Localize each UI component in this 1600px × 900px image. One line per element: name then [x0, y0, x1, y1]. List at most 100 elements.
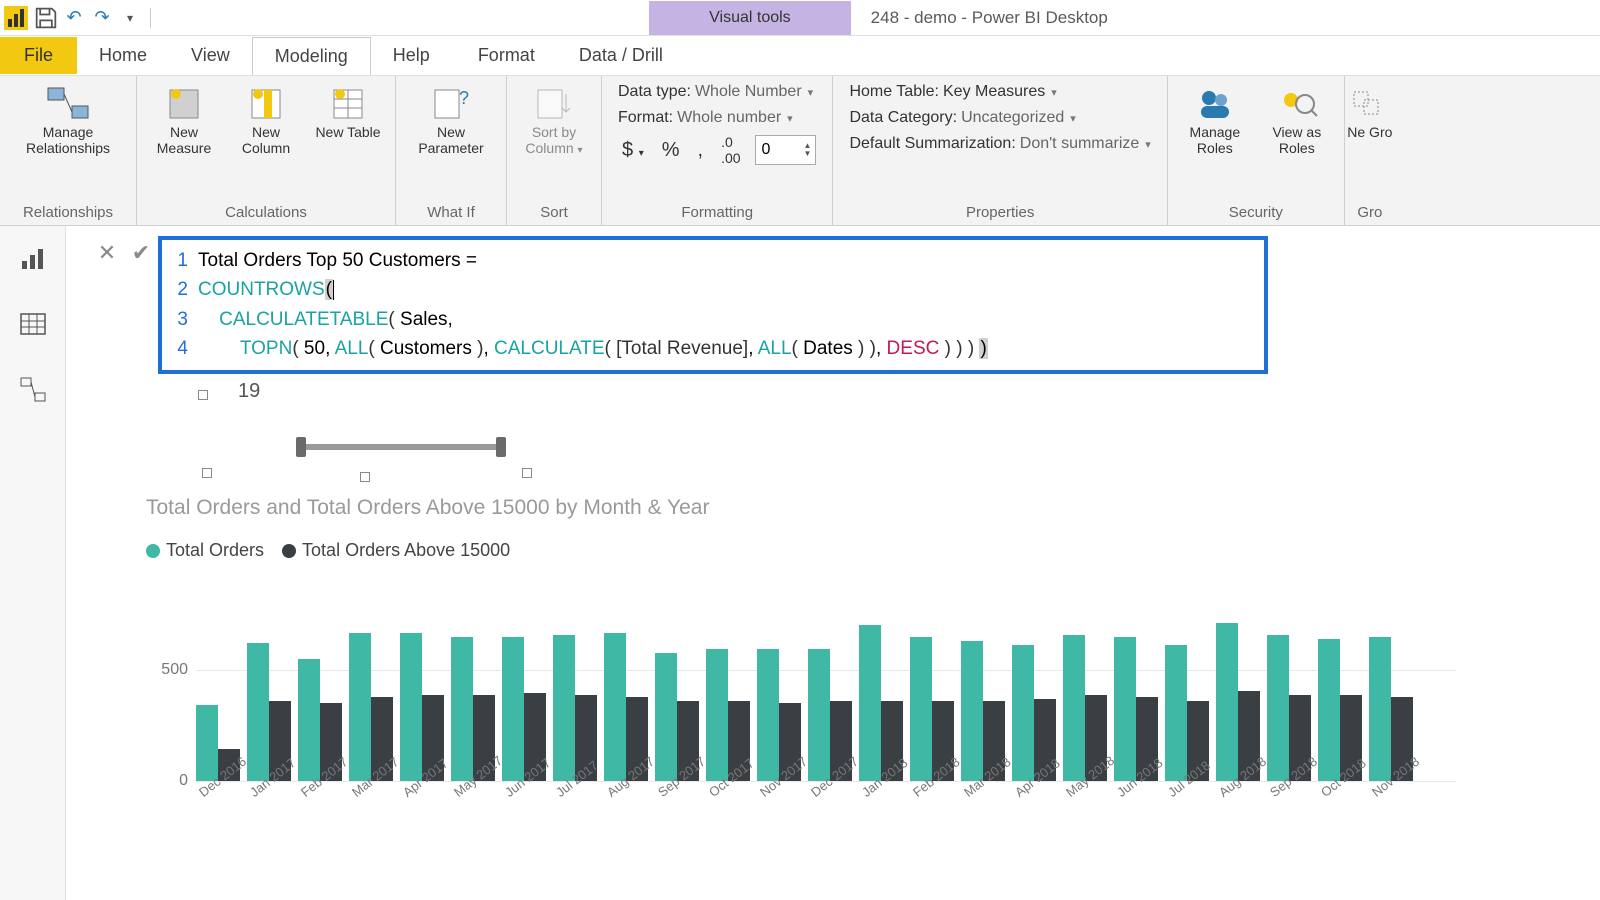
- decimals-spinner[interactable]: ▲▼: [755, 135, 817, 165]
- tab-view[interactable]: View: [169, 37, 252, 74]
- currency-button[interactable]: $ ▾: [618, 137, 648, 164]
- slider-track[interactable]: [296, 444, 506, 450]
- new-measure-label: New Measure: [147, 124, 221, 156]
- group-icon: [1348, 84, 1392, 122]
- home-table-dropdown[interactable]: Home Table:Key Measures▾: [841, 80, 1158, 104]
- tab-home[interactable]: Home: [77, 37, 169, 74]
- slicer-value: 19: [238, 380, 260, 403]
- group-label-calculations: Calculations: [225, 202, 307, 225]
- view-roles-icon: [1275, 84, 1319, 122]
- tab-format[interactable]: Format: [456, 37, 557, 74]
- chart-title: Total Orders and Total Orders Above 1500…: [146, 496, 1506, 520]
- slider-thumb-right[interactable]: [496, 437, 506, 457]
- group-label-whatif: What If: [427, 202, 475, 225]
- chart-bars: [196, 581, 1413, 781]
- formula-commit-icon[interactable]: ✔: [124, 236, 158, 270]
- roles-icon: [1193, 84, 1237, 122]
- new-table-label: New Table: [315, 124, 380, 140]
- group-formatting: Data type:Whole Number▾ Format:Whole num…: [602, 76, 833, 225]
- tab-file[interactable]: File: [0, 37, 77, 74]
- window-title: 248 - demo - Power BI Desktop: [871, 8, 1108, 28]
- group-label-properties: Properties: [966, 202, 1034, 225]
- new-group-label: Ne Gro: [1347, 124, 1392, 140]
- view-as-roles-label: View as Roles: [1260, 124, 1334, 156]
- chart-plot-area: 0500 Dec 2016Jan 2017Feb 2017Mar 2017Apr…: [196, 581, 1456, 781]
- separator: [150, 8, 151, 28]
- app-icon: [4, 6, 28, 30]
- group-label-sort: Sort: [540, 202, 568, 225]
- parameter-icon: ?: [429, 84, 473, 122]
- selection-handle[interactable]: [202, 468, 212, 478]
- workspace: Date 19 ✕ ✔ 1Total Orders Top 50 Custome…: [0, 226, 1600, 900]
- formula-line-1: Total Orders Top 50 Customers =: [198, 246, 477, 275]
- group-sort: Sort by Column ▾ Sort: [507, 76, 602, 225]
- manage-roles-button[interactable]: Manage Roles: [1176, 80, 1254, 160]
- tab-modeling[interactable]: Modeling: [252, 37, 371, 75]
- left-nav: [0, 226, 66, 900]
- selection-handle[interactable]: [360, 472, 370, 482]
- new-measure-button[interactable]: New Measure: [145, 80, 223, 160]
- new-parameter-button[interactable]: ? New Parameter: [404, 80, 498, 160]
- measure-icon: [162, 84, 206, 122]
- redo-icon[interactable]: ↷: [88, 4, 116, 32]
- group-calculations: New Measure New Column New Table Calcula…: [137, 76, 396, 225]
- group-security: Manage Roles View as Roles Security: [1168, 76, 1345, 225]
- group-label-formatting: Formatting: [681, 202, 753, 225]
- new-table-button[interactable]: New Table: [309, 80, 387, 144]
- group-label-relationships: Relationships: [23, 202, 113, 225]
- ribbon-tabs: File Home View Modeling Help Format Data…: [0, 36, 1600, 76]
- column-chart-visual[interactable]: Total Orders and Total Orders Above 1500…: [146, 496, 1506, 781]
- formula-editor[interactable]: 1Total Orders Top 50 Customers = 2COUNTR…: [158, 236, 1268, 374]
- slider-thumb-left[interactable]: [296, 437, 306, 457]
- x-axis-labels: Dec 2016Jan 2017Feb 2017Mar 2017Apr 2017…: [196, 778, 1420, 793]
- chart-legend: Total Orders Total Orders Above 15000: [146, 540, 1506, 561]
- tab-help[interactable]: Help: [371, 37, 452, 74]
- group-whatif: ? New Parameter What If: [396, 76, 507, 225]
- formula-line-4: TOPN( 50, ALL( Customers ), CALCULATE( […: [198, 334, 988, 363]
- svg-text:?: ?: [459, 88, 469, 108]
- formula-cancel-icon[interactable]: ✕: [90, 236, 124, 270]
- comma-button[interactable]: ,: [694, 137, 708, 164]
- contextual-tab-visual-tools: Visual tools: [649, 1, 851, 35]
- model-view-icon[interactable]: [15, 372, 51, 408]
- ribbon: Manage Relationships Relationships New M…: [0, 76, 1600, 226]
- new-group-button[interactable]: Ne Gro: [1345, 80, 1395, 144]
- sort-by-column-label: Sort by Column ▾: [517, 124, 591, 157]
- selection-handle[interactable]: [198, 390, 208, 400]
- group-properties: Home Table:Key Measures▾ Data Category:U…: [833, 76, 1167, 225]
- qat-customize-icon[interactable]: ▾: [116, 4, 144, 32]
- manage-roles-label: Manage Roles: [1178, 124, 1252, 156]
- manage-relationships-button[interactable]: Manage Relationships: [8, 80, 128, 160]
- sort-by-column-button[interactable]: Sort by Column ▾: [515, 80, 593, 161]
- report-view-icon[interactable]: [15, 240, 51, 276]
- new-column-label: New Column: [229, 124, 303, 156]
- group-relationships: Manage Relationships Relationships: [0, 76, 137, 225]
- new-parameter-label: New Parameter: [406, 124, 496, 156]
- save-icon[interactable]: [32, 4, 60, 32]
- manage-relationships-label: Manage Relationships: [10, 124, 126, 156]
- data-type-dropdown[interactable]: Data type:Whole Number▾: [610, 80, 824, 104]
- decimal-icon[interactable]: .0.00: [717, 132, 744, 168]
- legend-item-1: Total Orders: [146, 540, 264, 561]
- format-dropdown[interactable]: Format:Whole number▾: [610, 106, 824, 130]
- data-view-icon[interactable]: [15, 306, 51, 342]
- data-category-dropdown[interactable]: Data Category:Uncategorized▾: [841, 106, 1158, 130]
- sort-icon: [532, 84, 576, 122]
- group-groups: Ne Gro Gro: [1345, 76, 1395, 225]
- undo-icon[interactable]: ↶: [60, 4, 88, 32]
- decimals-input[interactable]: [756, 139, 800, 161]
- formula-line-2: COUNTROWS(: [198, 275, 334, 304]
- default-summarization-dropdown[interactable]: Default Summarization:Don't summarize▾: [841, 132, 1158, 156]
- formula-bar: ✕ ✔ 1Total Orders Top 50 Customers = 2CO…: [90, 236, 1268, 374]
- percent-button[interactable]: %: [658, 137, 684, 164]
- new-column-button[interactable]: New Column: [227, 80, 305, 160]
- relationships-icon: [46, 84, 90, 122]
- column-icon: [244, 84, 288, 122]
- report-canvas[interactable]: Date 19 ✕ ✔ 1Total Orders Top 50 Custome…: [66, 226, 1600, 900]
- selection-handle[interactable]: [522, 468, 532, 478]
- y-axis: 0500: [146, 581, 194, 781]
- group-label-security: Security: [1229, 202, 1283, 225]
- view-as-roles-button[interactable]: View as Roles: [1258, 80, 1336, 160]
- legend-item-2: Total Orders Above 15000: [282, 540, 510, 561]
- tab-data-drill[interactable]: Data / Drill: [557, 37, 685, 74]
